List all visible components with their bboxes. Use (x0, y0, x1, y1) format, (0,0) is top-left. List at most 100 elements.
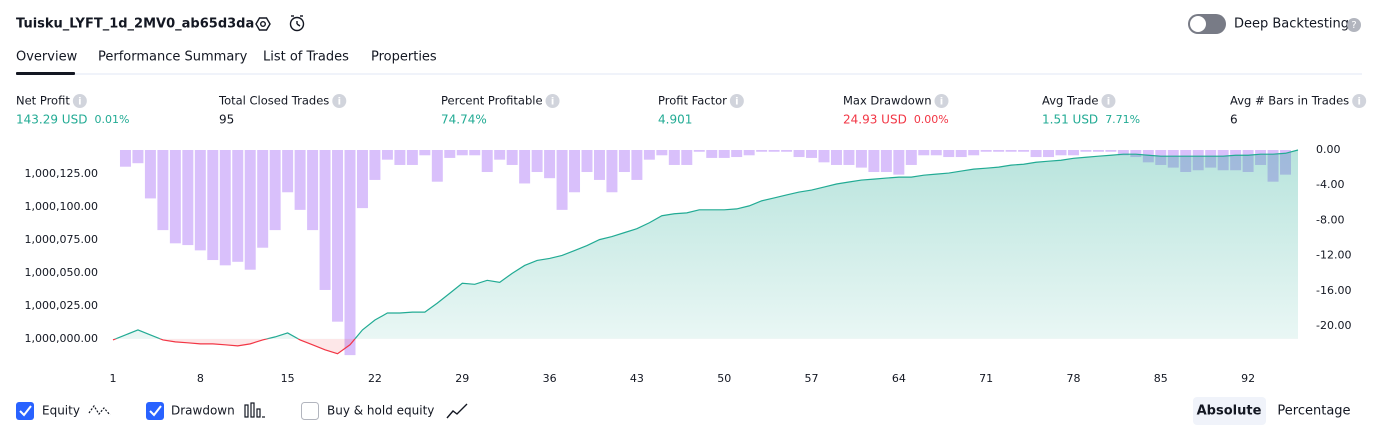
info-icon[interactable] (332, 94, 347, 108)
drawdown-bar (793, 150, 805, 158)
tab-divider (16, 73, 1362, 75)
drawdown-bar (980, 150, 992, 152)
drawdown-icon (244, 402, 265, 418)
info-icon[interactable] (1352, 94, 1367, 108)
metric-label: Max Drawdown (843, 94, 932, 108)
info-glyph: i (940, 97, 943, 108)
x-tick-label: 8 (197, 372, 204, 385)
checkbox[interactable] (146, 402, 164, 420)
checkbox[interactable] (16, 402, 34, 420)
metric-label: Net Profit (16, 94, 70, 108)
x-tick-label: 92 (1241, 372, 1255, 385)
metric-extra: 0.01% (94, 113, 129, 126)
drawdown-bar (144, 150, 156, 199)
drawdown-bar (731, 150, 743, 158)
x-tick-label: 57 (805, 372, 819, 385)
drawdown-bar (668, 150, 680, 165)
drawdown-bar (207, 150, 219, 261)
drawdown-bar (1043, 150, 1055, 158)
metric-label: Percent Profitable (441, 94, 543, 108)
legend-label: Equity (42, 404, 80, 418)
drawdown-bar (556, 150, 568, 210)
drawdown-bar (282, 150, 294, 193)
y-tick-label: 1,000,050.00 (25, 266, 98, 279)
metric-value: 143.29 USD (16, 113, 87, 127)
drawdown-bar (718, 150, 730, 158)
toggle-knob (1190, 16, 1206, 32)
y-tick-label: 1,000,075.00 (25, 233, 98, 246)
drawdown-bar (1105, 150, 1117, 152)
x-tick-label: 29 (455, 372, 469, 385)
drawdown-bar (643, 150, 655, 160)
alert-icon[interactable] (289, 15, 305, 32)
x-tick-label: 43 (630, 372, 644, 385)
drawdown-bar (743, 150, 755, 156)
drawdown-bar (319, 150, 331, 290)
y-tick-label: 1,000,025.00 (25, 299, 98, 312)
drawdown-bar (818, 150, 830, 163)
drawdown-bar (1005, 150, 1017, 152)
metric-value: 74.74% (441, 113, 487, 127)
tab[interactable]: Overview (16, 50, 78, 65)
drawdown-bar (993, 150, 1005, 152)
info-icon[interactable] (934, 94, 949, 108)
x-tick-label: 1 (110, 372, 117, 385)
drawdown-bar (1117, 150, 1129, 156)
drawdown-bar (431, 150, 443, 182)
drawdown-bar (1080, 150, 1092, 152)
y2-tick-label: -12.00 (1316, 249, 1351, 262)
equity-area-below (113, 338, 355, 354)
drawdown-bar (593, 150, 605, 180)
drawdown-bar (307, 150, 319, 231)
drawdown-bar (119, 150, 131, 167)
drawdown-bar (257, 150, 269, 248)
drawdown-bar (1067, 150, 1079, 156)
drawdown-bar (868, 150, 880, 173)
checkbox[interactable] (301, 402, 319, 420)
info-icon[interactable] (545, 94, 560, 108)
info-icon[interactable] (72, 94, 87, 108)
tab[interactable]: Properties (371, 50, 437, 65)
drawdown-bar (955, 150, 967, 158)
y2-tick-label: -16.00 (1316, 284, 1351, 297)
drawdown-bar (469, 150, 481, 156)
drawdown-bar (232, 150, 244, 262)
info-glyph: i (78, 97, 81, 108)
info-glyph: i (1357, 97, 1360, 108)
drawdown-bar (581, 150, 593, 173)
y2-tick-label: -8.00 (1316, 213, 1344, 226)
percentage-button[interactable]: Percentage (1277, 404, 1350, 419)
active-tab-underline (16, 72, 75, 75)
x-tick-label: 36 (543, 372, 557, 385)
strategy-title: Tuisku_LYFT_1d_2MV0_ab65d3da (16, 17, 254, 32)
drawdown-bar (332, 150, 344, 322)
drawdown-bar (444, 150, 456, 158)
drawdown-bar (169, 150, 181, 244)
metric-value: 4.901 (658, 113, 692, 127)
drawdown-bar (244, 150, 256, 270)
absolute-button[interactable] (1193, 397, 1266, 425)
info-icon[interactable] (729, 94, 744, 108)
help-glyph: ? (1351, 20, 1356, 31)
equity-icon (88, 404, 111, 416)
drawdown-bar (294, 150, 306, 210)
drawdown-bar (544, 150, 556, 179)
tab[interactable]: List of Trades (263, 50, 349, 65)
drawdown-bar (706, 150, 718, 158)
drawdown-bar (905, 150, 917, 165)
x-tick-label: 22 (368, 372, 382, 385)
drawdown-bar (182, 150, 194, 246)
drawdown-bar (394, 150, 406, 165)
drawdown-bar (406, 150, 418, 165)
drawdown-bar (768, 150, 780, 152)
metric-value: 1.51 USD (1042, 113, 1098, 127)
metric-value: 95 (219, 113, 234, 127)
drawdown-bar (1130, 150, 1142, 158)
help-icon[interactable] (1347, 18, 1361, 32)
drawdown-bar (693, 150, 705, 152)
info-icon[interactable] (1101, 94, 1116, 108)
settings-icon[interactable] (255, 17, 271, 31)
plot: 1,000,000.00 1,000,025.00 1,000,050.00 1,00… (25, 143, 1352, 385)
y2-tick-label: 0.00 (1316, 143, 1341, 156)
tab[interactable]: Performance Summary (98, 50, 248, 65)
